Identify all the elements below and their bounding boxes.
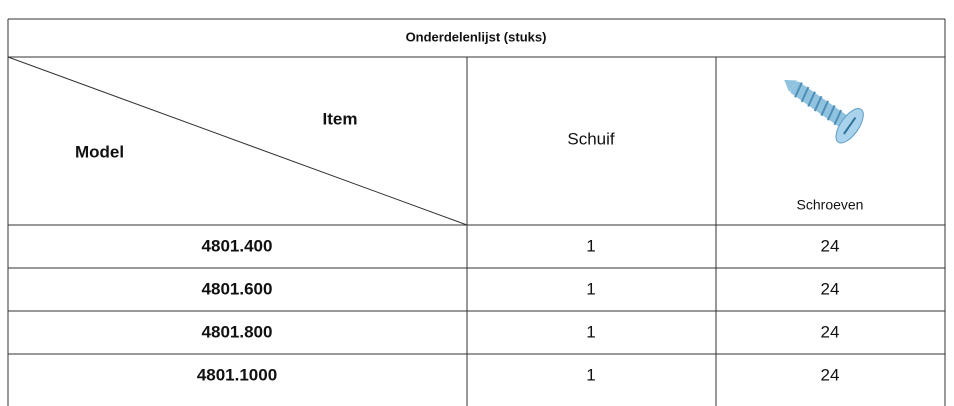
column-header: Schroeven — [797, 197, 864, 213]
screw-icon — [784, 79, 864, 144]
model-cell: 4801.800 — [202, 322, 273, 341]
model-label: Model — [75, 142, 124, 161]
column-header: Schuif — [567, 129, 615, 148]
table-title: Onderdelenlijst (stuks) — [406, 29, 547, 44]
item-label: Item — [323, 109, 358, 128]
diagonal — [7, 56, 468, 226]
quantity-cell: 24 — [821, 365, 840, 384]
quantity-cell: 1 — [586, 236, 595, 255]
quantity-cell: 24 — [821, 236, 840, 255]
model-cell: 4801.600 — [202, 279, 273, 298]
quantity-cell: 1 — [586, 365, 595, 384]
quantity-cell: 1 — [586, 279, 595, 298]
model-cell: 4801.1000 — [197, 365, 277, 384]
quantity-cell: 24 — [821, 322, 840, 341]
quantity-cell: 1 — [586, 322, 595, 341]
quantity-cell: 24 — [821, 279, 840, 298]
model-cell: 4801.400 — [202, 236, 273, 255]
